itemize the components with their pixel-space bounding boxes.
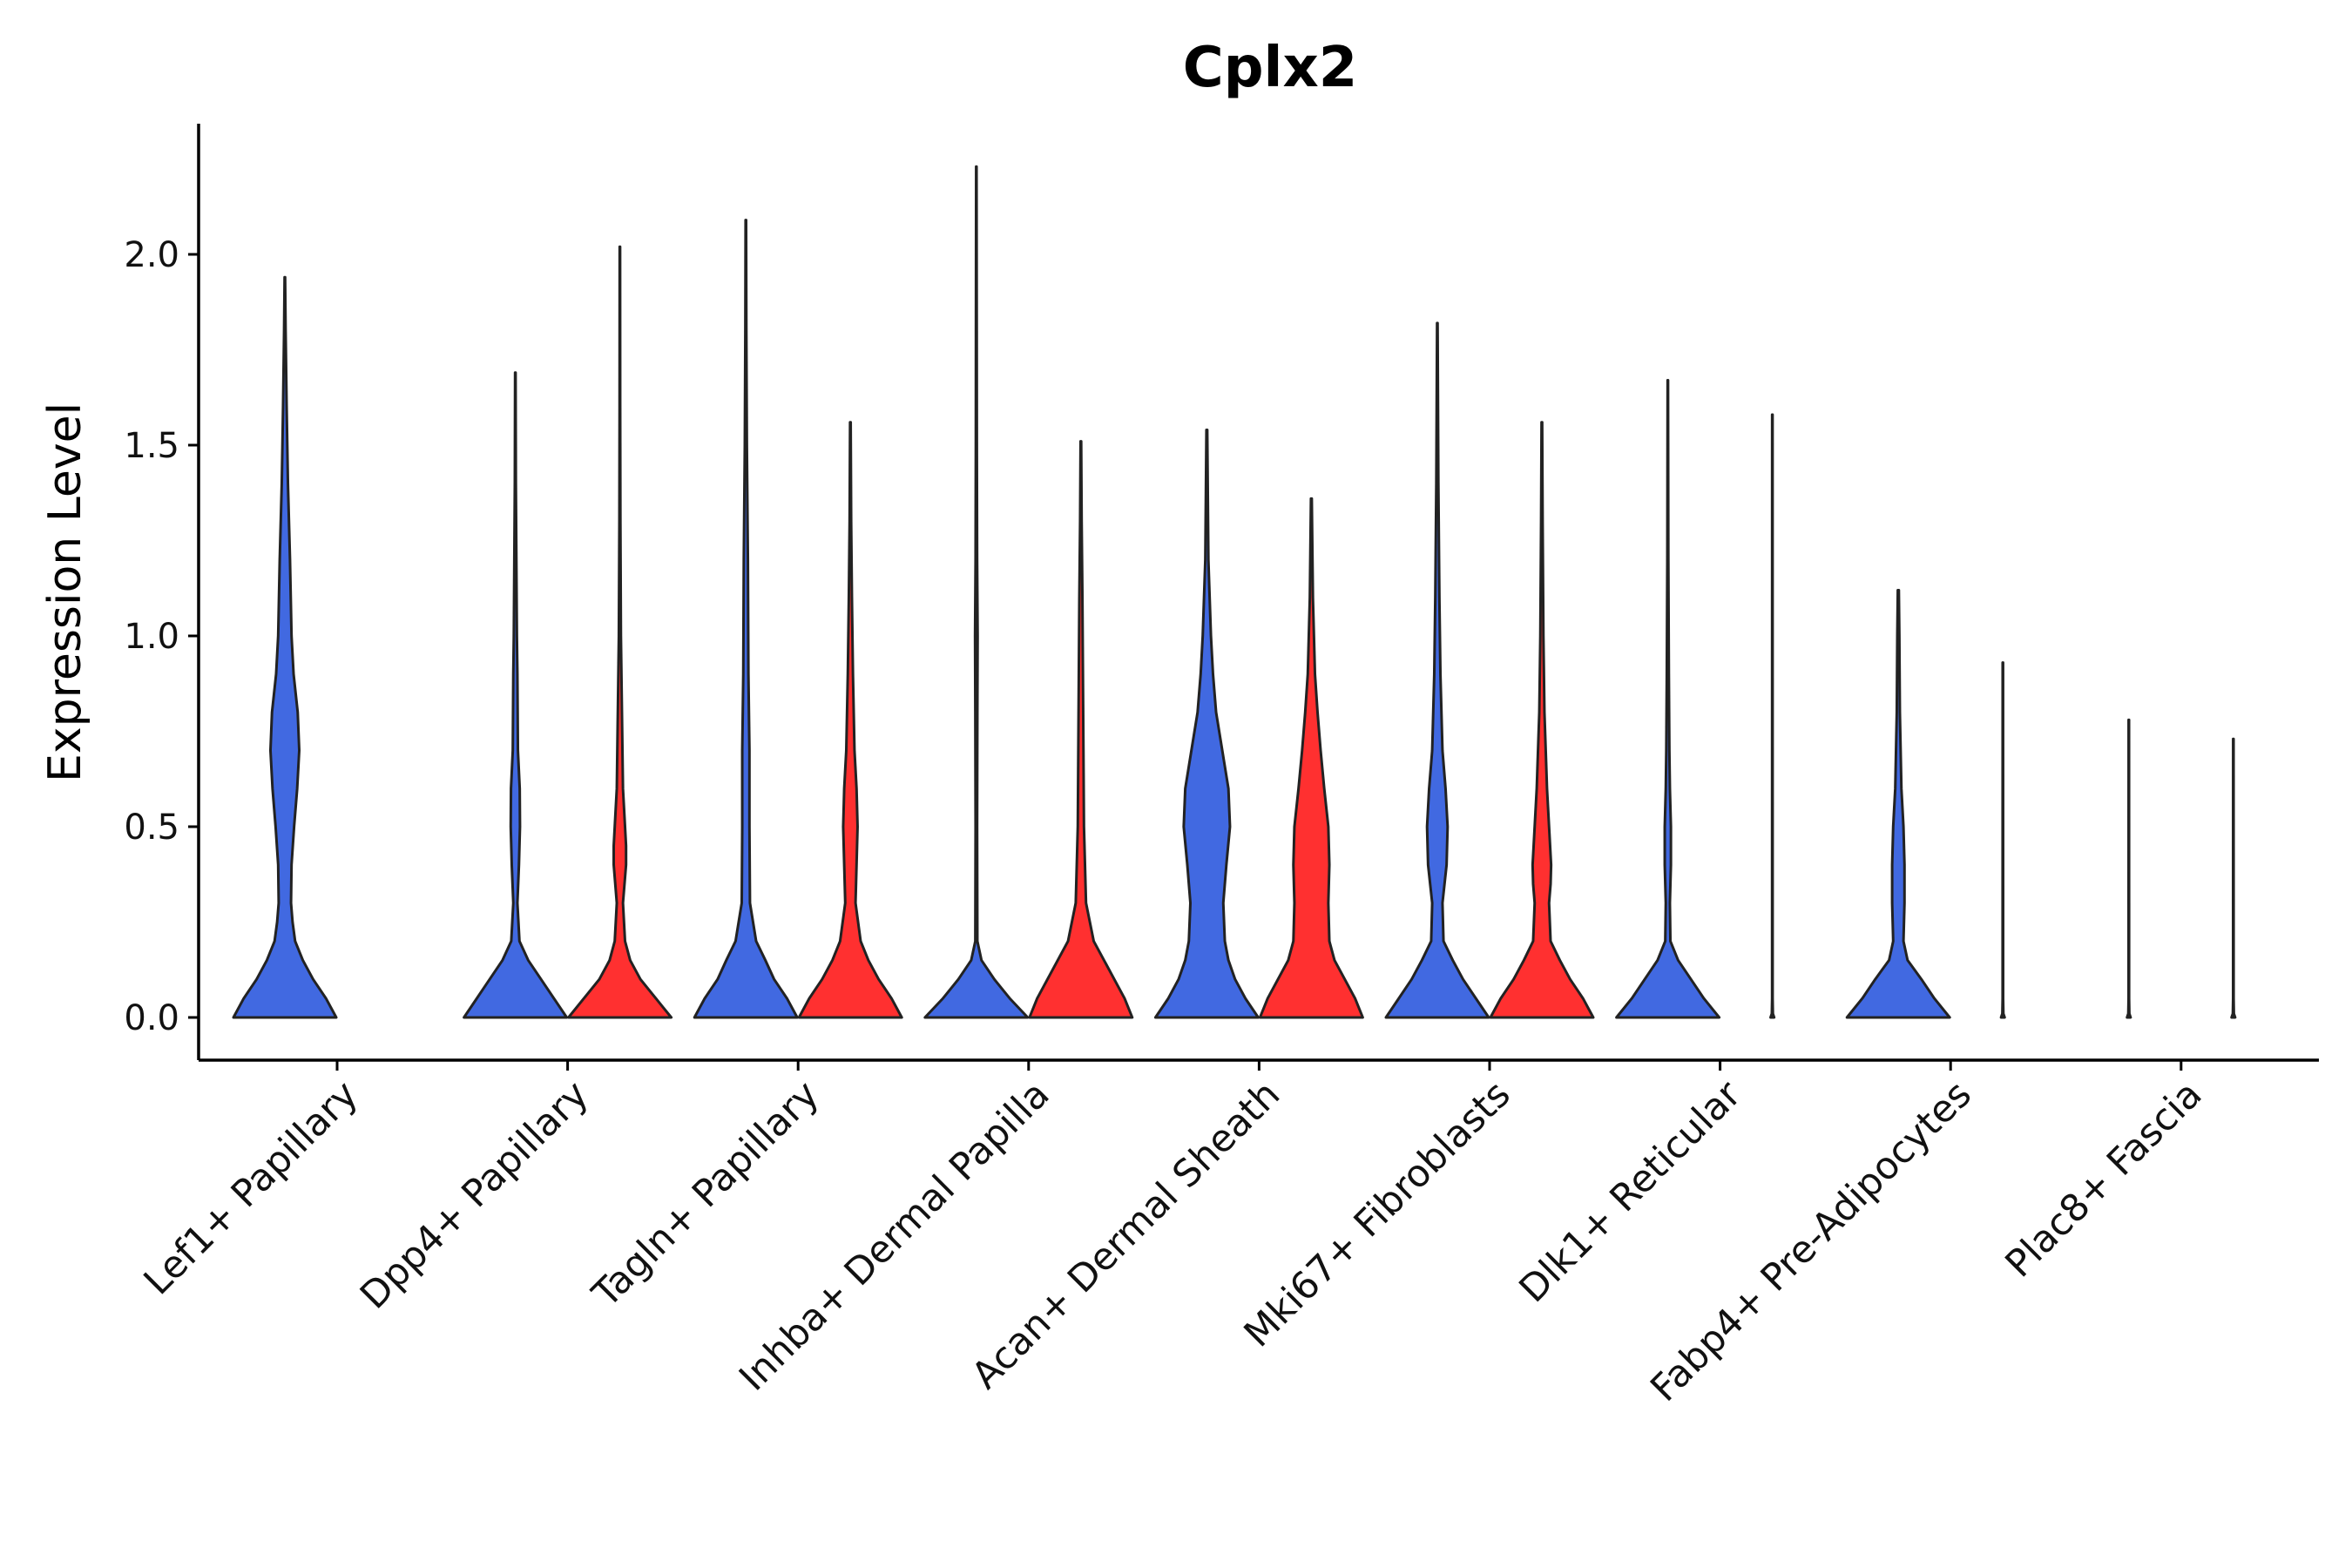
violin-group: [1384, 321, 1595, 1019]
violin-group: [1845, 588, 2006, 1019]
x-category-label: Lef1+ Papillary: [136, 1072, 367, 1303]
violin-blue: [1845, 588, 1951, 1019]
x-category-label: Tagln+ Papillary: [584, 1072, 828, 1316]
violin-blue: [1153, 428, 1260, 1019]
violin-blue: [693, 219, 799, 1019]
violin-red: [797, 421, 903, 1019]
violin-group: [1615, 379, 1776, 1019]
violin-blue: [232, 275, 338, 1019]
violin-red: [2230, 737, 2237, 1019]
y-tick-label: 2.0: [124, 235, 179, 275]
violin-red: [1028, 440, 1134, 1019]
violin-blue: [923, 165, 1030, 1019]
x-category-label: Plac8+ Fascia: [1997, 1072, 2211, 1286]
x-category-label: Dpp4+ Papillary: [352, 1072, 597, 1317]
x-category-label: Dlk1+ Reticular: [1511, 1072, 1750, 1311]
y-tick-label: 0.5: [124, 808, 179, 848]
violins-layer: [232, 165, 2237, 1019]
y-axis-label: Expression Level: [39, 402, 91, 782]
violin-group: [232, 275, 338, 1019]
y-tick-label: 1.0: [124, 617, 179, 657]
violin-red: [1258, 497, 1364, 1019]
violin-red: [567, 245, 673, 1019]
violin-red: [1489, 421, 1595, 1019]
violin-group: [693, 219, 903, 1019]
violin-red: [1999, 661, 2006, 1019]
y-tick-label: 0.0: [124, 998, 179, 1038]
violin-group: [923, 165, 1134, 1019]
violin-blue: [2126, 718, 2132, 1019]
violin-blue: [463, 371, 569, 1019]
violin-red: [1769, 413, 1776, 1019]
violin-group: [2126, 718, 2237, 1019]
x-category-label: Mki67+ Fibroblasts: [1236, 1072, 1519, 1355]
y-tick-label: 1.5: [124, 426, 179, 466]
chart-title: Cplx2: [1183, 36, 1358, 100]
violin-blue: [1384, 321, 1490, 1019]
violin-group: [1153, 428, 1364, 1019]
violin-group: [463, 245, 673, 1019]
violin-blue: [1615, 379, 1721, 1019]
